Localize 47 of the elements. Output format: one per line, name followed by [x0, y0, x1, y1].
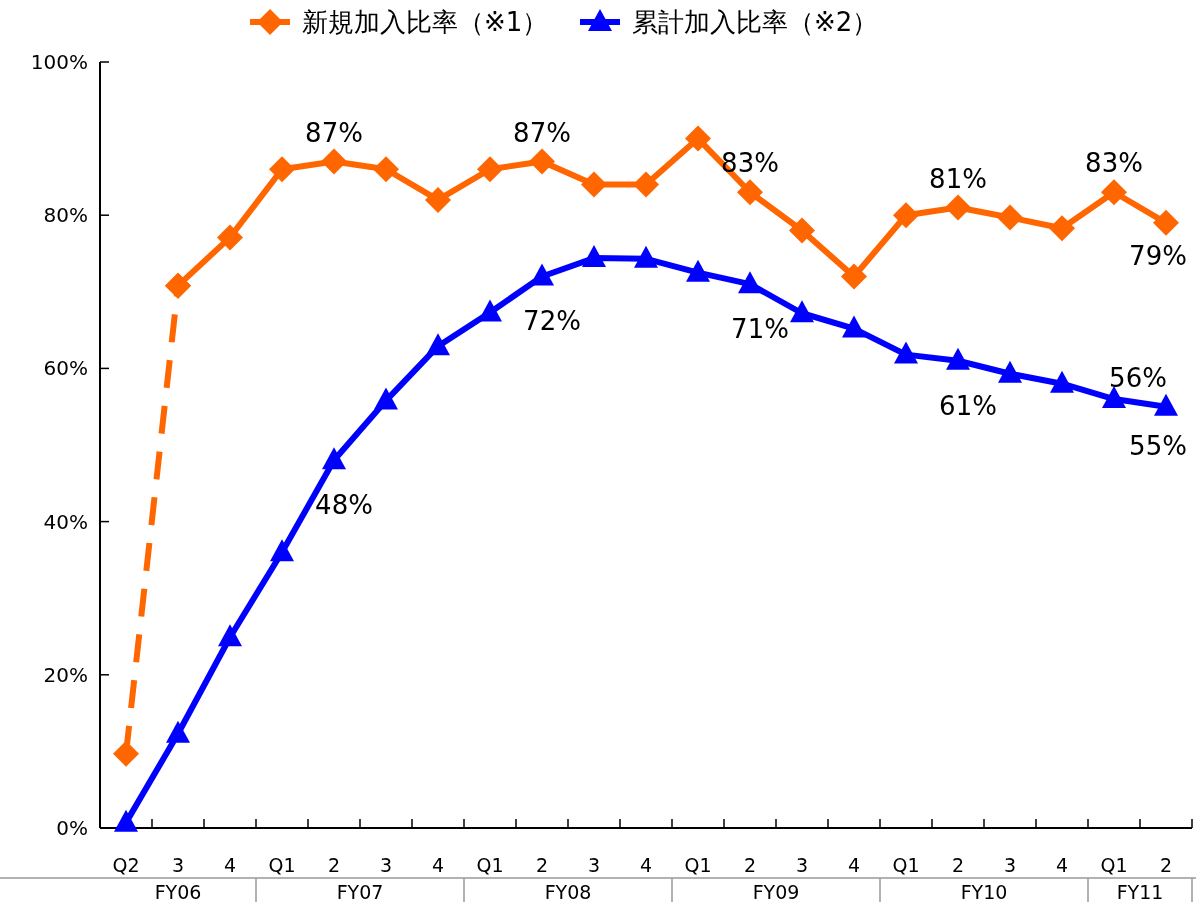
data-label: 83%	[721, 148, 779, 179]
y-tick-label: 80%	[43, 203, 88, 228]
x-tick-label: 4	[431, 854, 445, 876]
x-tick-label: 4	[847, 854, 861, 876]
y-tick-label: 20%	[43, 662, 88, 687]
x-tick-label: 4	[639, 854, 653, 876]
x-tick-label: 4	[1055, 854, 1069, 876]
x-tick-label: 2	[1159, 854, 1173, 876]
x-tick-label: Q1	[892, 854, 920, 876]
x-tick-label: Q1	[476, 854, 504, 876]
text: FY09	[752, 881, 800, 902]
y-tick-label: 40%	[43, 509, 88, 534]
legend-label: 新規加入比率（※1）	[302, 7, 549, 37]
y-tick-label: 60%	[43, 356, 88, 381]
text: FY08	[544, 881, 592, 902]
data-label: 81%	[929, 163, 987, 194]
x-tick-label: 3	[795, 854, 809, 876]
data-label: 87%	[513, 117, 571, 148]
x-tick-label: Q1	[268, 854, 296, 876]
text: FY06	[154, 881, 202, 902]
data-label: 72%	[523, 306, 581, 337]
text: FY07	[336, 881, 384, 902]
x-tick-label: 3	[587, 854, 601, 876]
text: FY10	[960, 881, 1008, 902]
data-label: 79%	[1129, 240, 1187, 271]
x-tick-label: 4	[223, 854, 237, 876]
x-tick-label: 3	[171, 854, 185, 876]
data-label: 55%	[1129, 430, 1187, 461]
x-tick-label: Q1	[1100, 854, 1128, 876]
x-tick-label: 2	[743, 854, 757, 876]
text: FY11	[1116, 881, 1164, 902]
data-label: 48%	[315, 490, 373, 521]
legend-label: 累計加入比率（※2）	[632, 7, 879, 37]
x-tick-label: 3	[379, 854, 393, 876]
x-tick-label: Q1	[684, 854, 712, 876]
data-label: 56%	[1109, 363, 1167, 394]
data-label: 71%	[731, 314, 789, 345]
x-tick-label: Q2	[112, 854, 140, 876]
x-tick-label: 2	[327, 854, 341, 876]
x-tick-label: 3	[1003, 854, 1017, 876]
y-tick-label: 0%	[56, 816, 88, 840]
data-label: 61%	[939, 390, 997, 421]
y-tick-label: 100%	[30, 50, 88, 74]
x-tick-label: 2	[951, 854, 965, 876]
data-label: 87%	[305, 117, 363, 148]
x-tick-label: 2	[535, 854, 549, 876]
data-label: 83%	[1085, 148, 1143, 179]
